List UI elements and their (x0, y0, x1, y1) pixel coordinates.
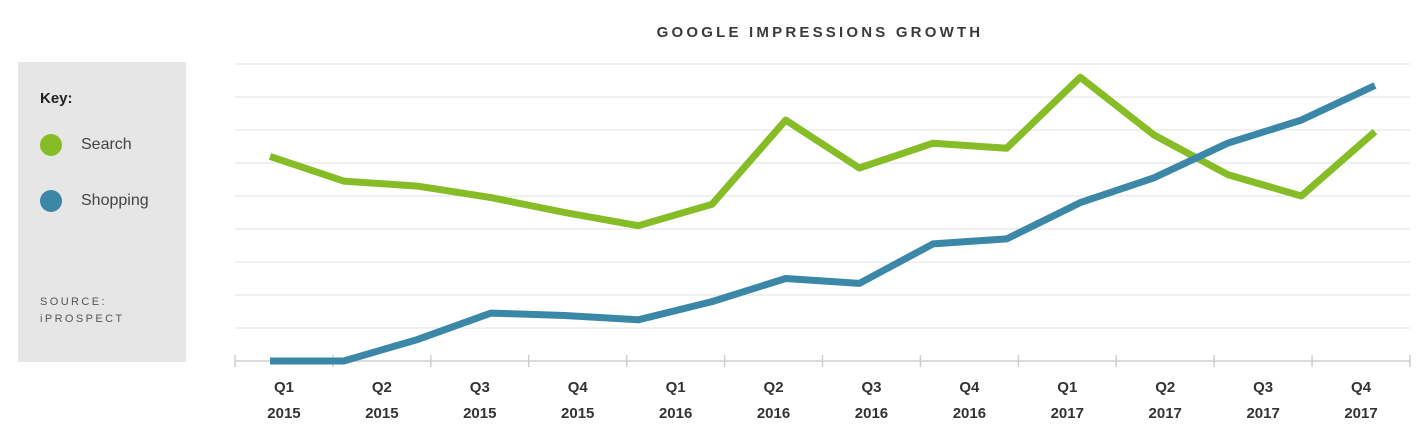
x-tick-label-quarter: Q2 (1155, 379, 1175, 396)
x-tick-label-quarter: Q1 (666, 379, 686, 396)
x-tick-label-quarter: Q4 (959, 379, 980, 396)
x-tick-label-quarter: Q4 (1351, 379, 1372, 396)
legend-item-search: Search (40, 134, 132, 156)
shopping-swatch-icon (40, 190, 62, 212)
chart-title: GOOGLE IMPRESSIONS GROWTH (656, 24, 984, 41)
x-tick-label-year: 2015 (561, 405, 594, 422)
x-tick-label-quarter: Q3 (861, 379, 881, 396)
legend-label-search: Search (81, 136, 132, 153)
x-tick-label-year: 2015 (365, 405, 398, 422)
series-lines (268, 73, 1378, 365)
gridlines (235, 63, 1410, 329)
legend-item-shopping: Shopping (40, 190, 149, 212)
x-tick-label-year: 2016 (659, 405, 692, 422)
series-line-shopping (270, 82, 1377, 365)
x-tick-label-year: 2016 (757, 405, 790, 422)
x-tick-label-quarter: Q3 (470, 379, 490, 396)
search-swatch-icon (40, 134, 62, 156)
x-tick-label-quarter: Q1 (1057, 379, 1077, 396)
source-note: SOURCE: iPROSPECT (40, 294, 125, 328)
source-name: iPROSPECT (40, 313, 125, 325)
x-tick-label-quarter: Q2 (764, 379, 784, 396)
x-tick-label-quarter: Q3 (1253, 379, 1273, 396)
x-tick-label-year: 2017 (1344, 405, 1377, 422)
series-line-search (268, 73, 1378, 230)
legend-label-shopping: Shopping (81, 192, 149, 209)
x-tick-label-year: 2016 (855, 405, 888, 422)
x-tick-label-year: 2017 (1149, 405, 1182, 422)
x-tick-label-quarter: Q2 (372, 379, 392, 396)
x-tick-label-quarter: Q4 (568, 379, 589, 396)
x-axis (234, 355, 1411, 367)
x-tick-label-year: 2017 (1246, 405, 1279, 422)
x-tick-labels: Q1 2015 Q2 2015 Q3 2015 Q4 2015 Q1 2016 Q2 2016 Q3 20… (267, 379, 1377, 422)
legend-title: Key: (40, 90, 73, 107)
x-tick-label-year: 2015 (267, 405, 300, 422)
legend-panel: Key: Search Shopping SOURCE: iPROSPECT (18, 62, 186, 362)
source-label: SOURCE: (40, 296, 107, 308)
x-tick-label-quarter: Q1 (274, 379, 294, 396)
x-tick-label-year: 2016 (953, 405, 986, 422)
x-tick-label-year: 2015 (463, 405, 496, 422)
x-tick-label-year: 2017 (1051, 405, 1084, 422)
